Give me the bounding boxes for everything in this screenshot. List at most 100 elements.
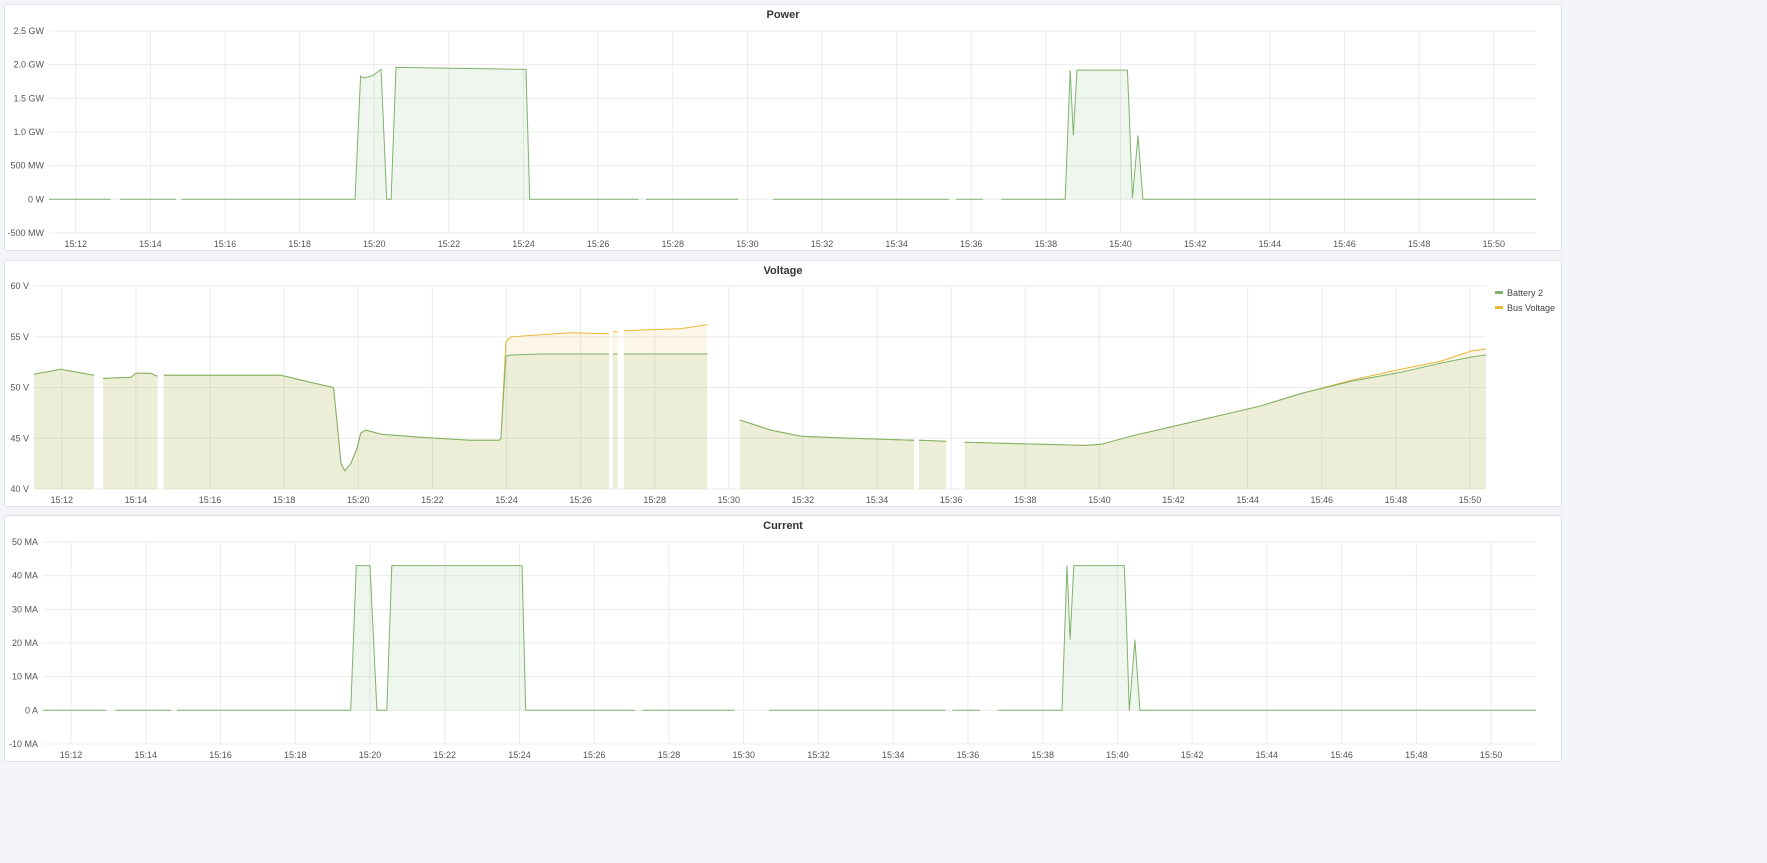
- x-tick-label: 15:40: [1106, 750, 1129, 760]
- y-tick-label: 50 MA: [12, 537, 38, 547]
- series-area: [612, 354, 618, 489]
- x-tick-label: 15:50: [1480, 750, 1503, 760]
- y-tick-label: 0 W: [28, 194, 45, 204]
- power-chart: 2.5 GW 2.0 GW 1.5 GW 1.0 GW 500 MW 0 W -500 MW…: [7, 26, 1536, 249]
- panel-title[interactable]: Current: [763, 520, 803, 532]
- y-tick-label: 30 MA: [12, 604, 38, 614]
- x-tick-label: 15:30: [736, 239, 759, 249]
- series-area: [34, 369, 94, 489]
- x-tick-label: 15:34: [885, 239, 908, 249]
- panel-title[interactable]: Power: [766, 9, 800, 21]
- y-tick-label: -500 MW: [7, 228, 44, 238]
- x-tick-label: 15:30: [718, 495, 741, 505]
- x-tick-label: 15:14: [125, 495, 148, 505]
- current-chart: 50 MA 40 MA 30 MA 20 MA 10 MA 0 A -10 MA 15:12 1…: [9, 537, 1536, 760]
- panel-title[interactable]: Voltage: [763, 265, 803, 277]
- series-area: [919, 440, 947, 489]
- x-tick-label: 15:38: [1035, 239, 1058, 249]
- series-area: [623, 354, 708, 489]
- x-tick-label: 15:28: [662, 239, 685, 249]
- legend: Battery 2 Bus Voltage: [1495, 285, 1555, 315]
- voltage-chart: 60 V 55 V 50 V 45 V 40 V 15:12 15:14 15:16 15:18…: [10, 281, 1487, 505]
- x-tick-label: 15:16: [209, 750, 232, 760]
- series-area: [103, 373, 158, 489]
- series-line: [33, 368, 94, 376]
- y-tick-label: 40 MA: [12, 571, 38, 581]
- x-tick-label: 15:46: [1333, 239, 1356, 249]
- x-tick-label: 15:16: [199, 495, 222, 505]
- x-tick-label: 15:16: [214, 239, 237, 249]
- x-tick-label: 15:20: [363, 239, 386, 249]
- legend-label: Battery 2: [1507, 287, 1544, 298]
- series-area: [163, 332, 609, 489]
- series-area: [612, 331, 618, 489]
- y-tick-label: 50 V: [10, 383, 29, 393]
- x-tick-label: 15:28: [658, 750, 681, 760]
- x-tick-label: 15:18: [273, 495, 296, 505]
- x-tick-label: 15:34: [866, 495, 889, 505]
- x-tick-label: 15:42: [1162, 495, 1185, 505]
- series-line: [43, 565, 1536, 711]
- x-tick-label: 15:18: [288, 239, 311, 249]
- series-line: [964, 354, 1487, 446]
- x-tick-label: 15:22: [438, 239, 461, 249]
- x-tick-label: 15:30: [732, 750, 755, 760]
- series-line: [918, 439, 947, 442]
- y-tick-label: 2.5 GW: [13, 26, 44, 36]
- series-area: [964, 348, 1486, 489]
- x-tick-label: 15:36: [957, 750, 980, 760]
- x-tick-label: 15:26: [583, 750, 606, 760]
- x-tick-label: 15:24: [512, 239, 535, 249]
- x-tick-label: 15:20: [347, 495, 370, 505]
- series-area: [919, 440, 947, 489]
- voltage-panel: Voltage 60 V 55 V 50 V 45 V 40 V 15:12 15:14 15…: [4, 260, 1562, 507]
- x-tick-label: 15:36: [960, 239, 983, 249]
- y-tick-label: 55 V: [10, 332, 29, 342]
- y-tick-label: 20 MA: [12, 638, 38, 648]
- series-area: [34, 369, 94, 489]
- x-tick-label: 15:44: [1236, 495, 1259, 505]
- legend-item-bus-voltage[interactable]: Bus Voltage: [1495, 300, 1555, 315]
- x-tick-label: 15:34: [882, 750, 905, 760]
- x-tick-label: 15:38: [1031, 750, 1054, 760]
- x-tick-label: 15:44: [1259, 239, 1282, 249]
- y-tick-label: -10 MA: [9, 739, 38, 749]
- x-tick-label: 15:46: [1330, 750, 1353, 760]
- series-line: [1001, 69, 1536, 200]
- x-tick-label: 15:12: [64, 239, 87, 249]
- series-area: [176, 565, 635, 711]
- legend-item-battery-2[interactable]: Battery 2: [1495, 285, 1555, 300]
- x-tick-label: 15:28: [643, 495, 666, 505]
- x-tick-label: 15:40: [1109, 239, 1132, 249]
- series-line: [176, 565, 635, 711]
- y-tick-label: 2.0 GW: [13, 60, 44, 70]
- x-tick-label: 15:22: [421, 495, 444, 505]
- x-tick-label: 15:48: [1405, 750, 1428, 760]
- x-tick-label: 15:36: [940, 495, 963, 505]
- series-line: [623, 324, 708, 332]
- x-tick-label: 15:50: [1482, 239, 1505, 249]
- y-tick-label: 0 A: [25, 705, 38, 715]
- series-color-swatch: [1495, 291, 1503, 294]
- series-area: [103, 373, 158, 489]
- y-tick-label: 10 MA: [12, 672, 38, 682]
- x-tick-label: 15:26: [569, 495, 592, 505]
- x-tick-label: 15:44: [1256, 750, 1279, 760]
- x-tick-label: 15:38: [1014, 495, 1037, 505]
- series-area: [739, 420, 915, 489]
- series-line: [49, 66, 1536, 200]
- x-tick-label: 15:40: [1088, 495, 1111, 505]
- x-tick-label: 15:18: [284, 750, 307, 760]
- x-tick-label: 15:24: [495, 495, 518, 505]
- x-tick-label: 15:20: [359, 750, 382, 760]
- y-tick-label: 60 V: [10, 281, 29, 291]
- x-tick-label: 15:32: [807, 750, 830, 760]
- y-tick-label: 45 V: [10, 433, 29, 443]
- legend-label: Bus Voltage: [1507, 302, 1556, 313]
- x-tick-label: 15:42: [1181, 750, 1204, 760]
- series-area: [623, 324, 708, 489]
- series-bus-voltage: [33, 324, 1487, 489]
- series-area: [181, 67, 639, 200]
- x-tick-label: 15:32: [792, 495, 815, 505]
- series-area: [739, 420, 915, 489]
